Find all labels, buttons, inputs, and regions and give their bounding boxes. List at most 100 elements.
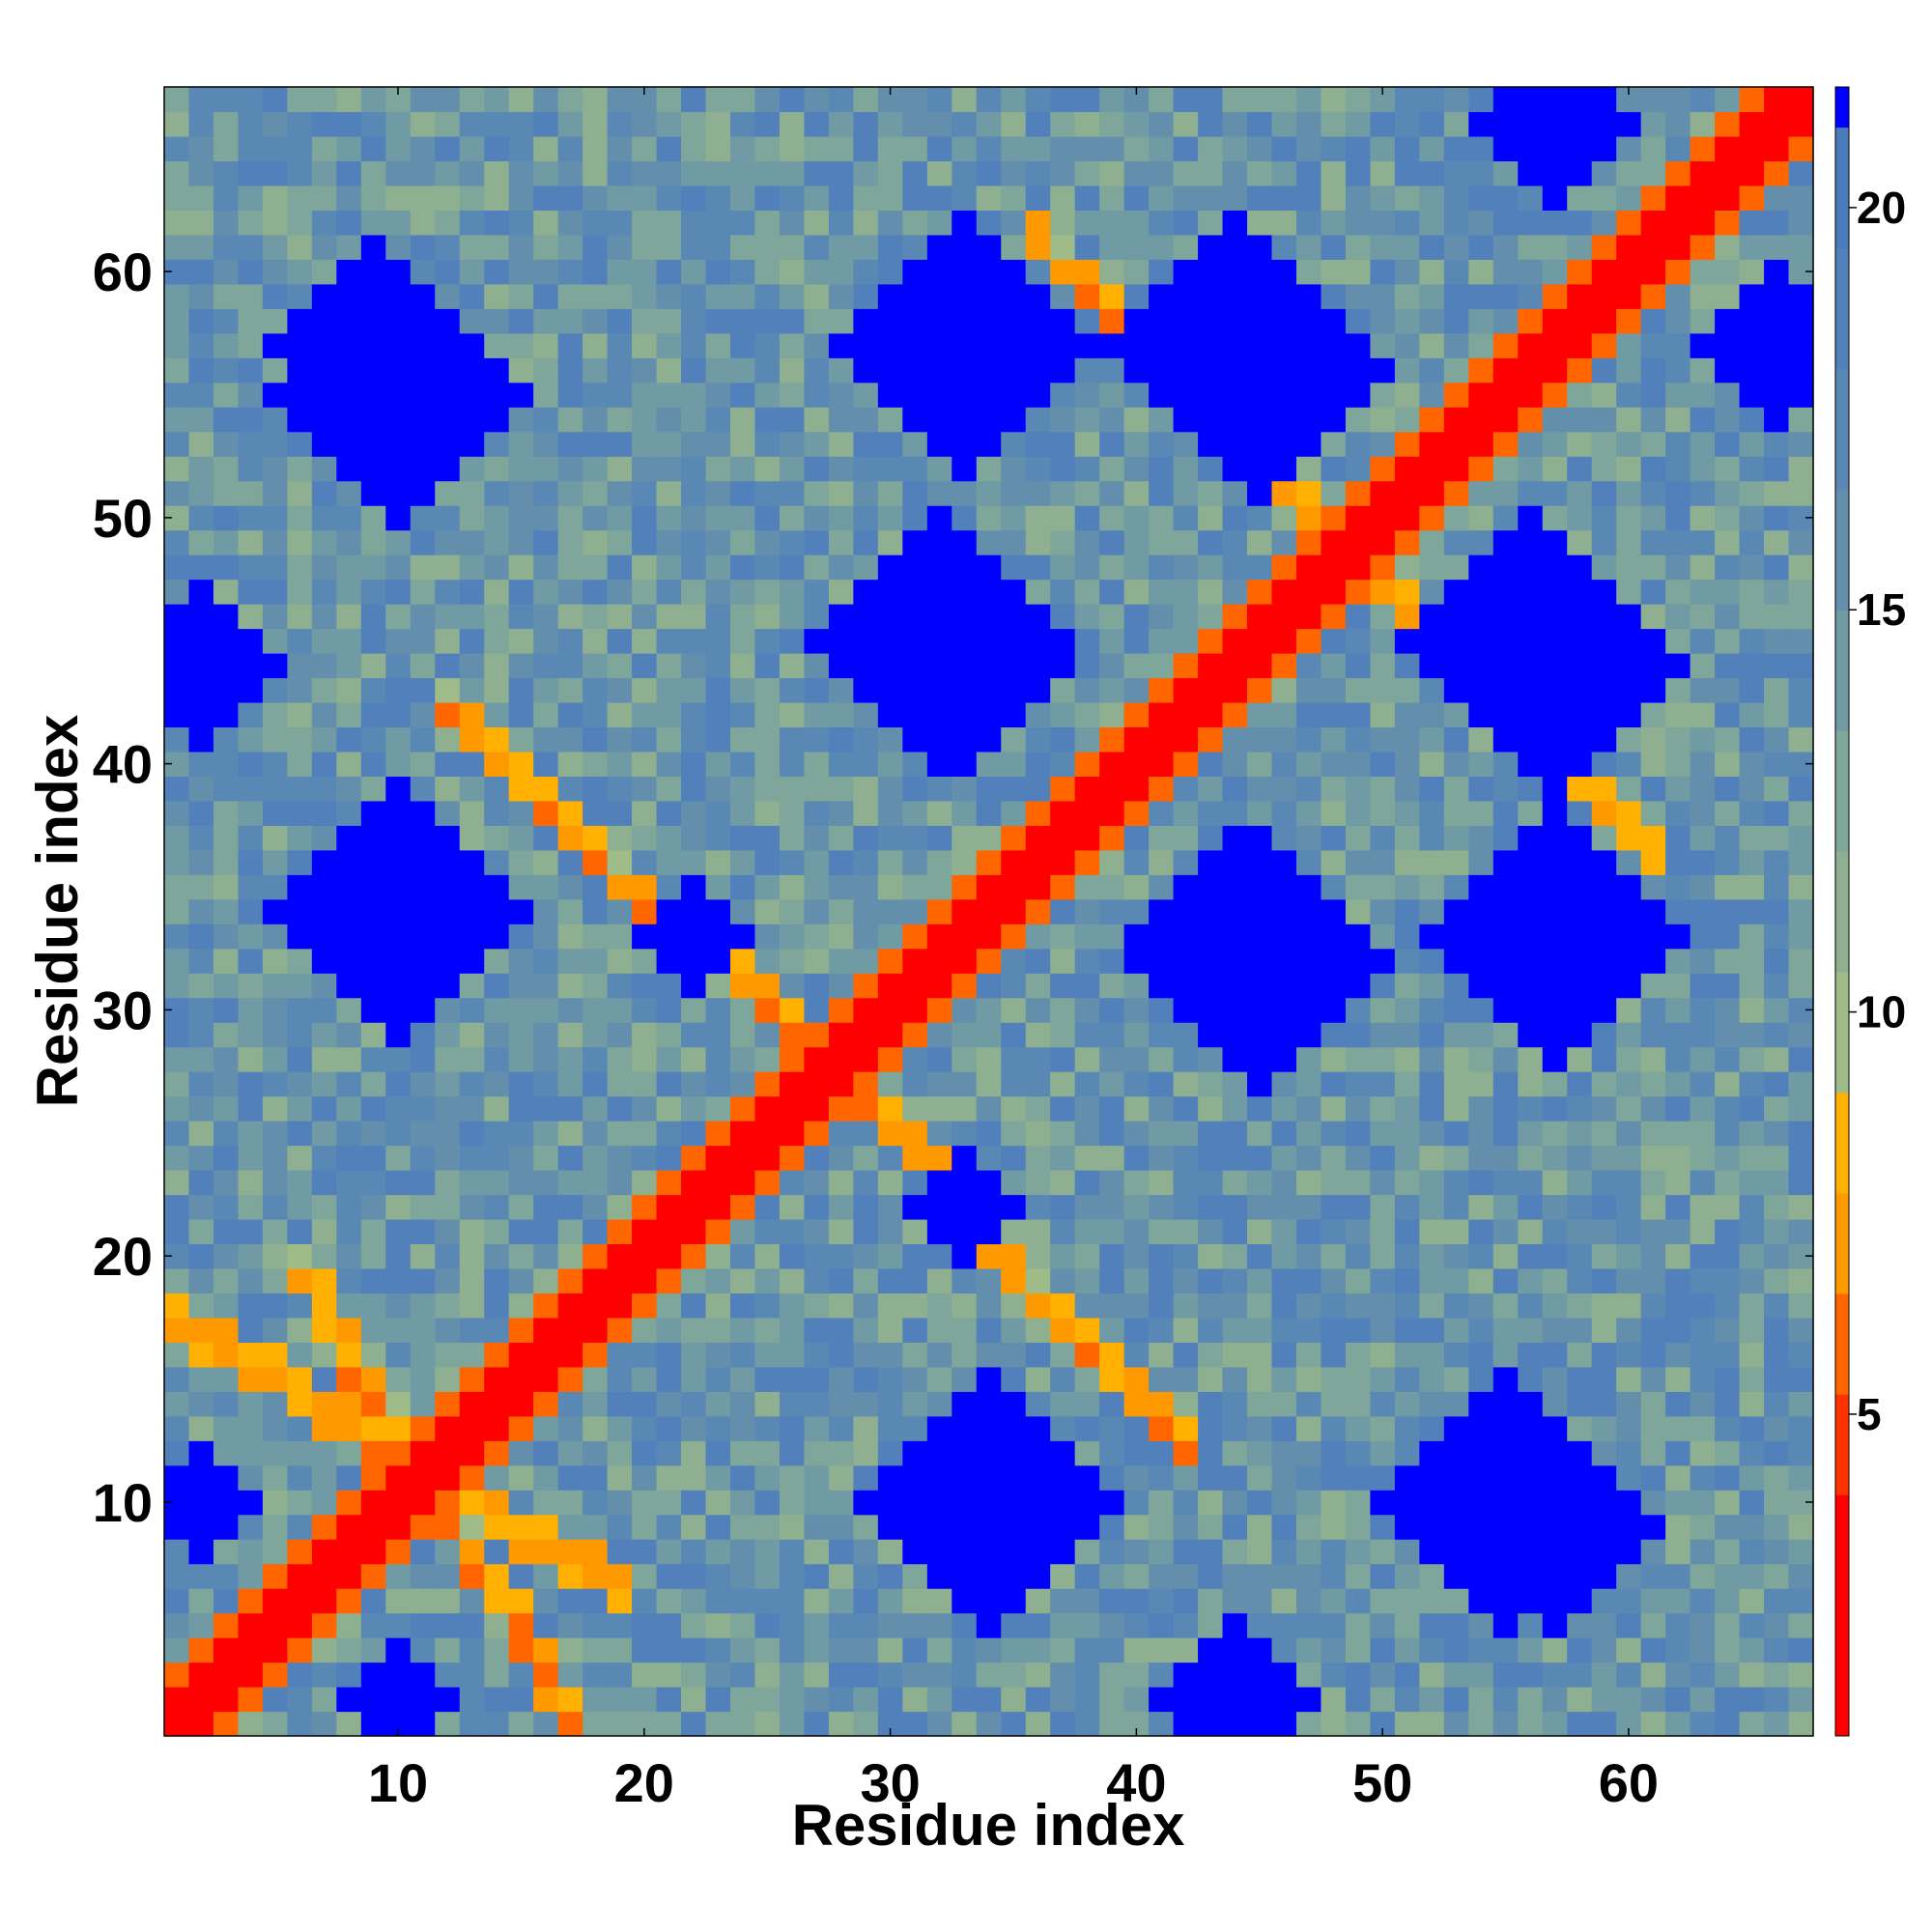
heatmap-cell [681, 480, 707, 506]
heatmap-cell [1001, 1391, 1027, 1417]
heatmap-cell [952, 456, 978, 482]
heatmap-cell [1345, 1267, 1372, 1294]
heatmap-cell [385, 997, 412, 1023]
heatmap-cell [729, 332, 756, 358]
heatmap-cell [1640, 1662, 1666, 1688]
heatmap-cell [1001, 87, 1027, 113]
heatmap-cell [213, 283, 240, 309]
heatmap-cell [976, 1662, 1002, 1688]
heatmap-cell [164, 382, 190, 408]
heatmap-cell [828, 604, 854, 630]
heatmap-cell [533, 480, 559, 506]
heatmap-cell [1492, 973, 1519, 999]
heatmap-cell [1321, 825, 1347, 851]
heatmap-cell [926, 1095, 952, 1122]
heatmap-cell [926, 776, 952, 802]
heatmap-cell [188, 185, 214, 211]
heatmap-cell [1271, 1464, 1297, 1491]
heatmap-cell [1173, 234, 1199, 260]
heatmap-cell [1518, 1218, 1544, 1245]
heatmap-cell [533, 1170, 559, 1196]
heatmap-cell [1616, 1194, 1642, 1220]
heatmap-cell [1394, 1539, 1420, 1565]
heatmap-cell [533, 800, 559, 826]
heatmap-cell [1788, 185, 1814, 211]
heatmap-cell [779, 1170, 806, 1196]
heatmap-cell [1025, 1415, 1051, 1441]
heatmap-cell [779, 456, 806, 482]
heatmap-cell [238, 1637, 264, 1663]
heatmap-cell [976, 1637, 1002, 1663]
heatmap-cell [484, 505, 510, 531]
heatmap-cell [336, 800, 362, 826]
heatmap-cell [435, 1317, 461, 1343]
heatmap-cell [926, 677, 952, 703]
heatmap-cell [1001, 1539, 1027, 1565]
heatmap-cell [656, 1464, 682, 1491]
heatmap-cell [213, 1267, 240, 1294]
heatmap-cell [533, 407, 559, 433]
heatmap-cell [1198, 1046, 1224, 1072]
heatmap-cell [1690, 997, 1716, 1023]
heatmap-cell [1370, 1588, 1396, 1614]
heatmap-cell [1690, 1563, 1716, 1589]
heatmap-cell [779, 529, 806, 555]
heatmap-cell [1468, 357, 1494, 384]
heatmap-cell [607, 701, 633, 728]
heatmap-cell [435, 948, 461, 974]
heatmap-cell [1443, 652, 1469, 679]
heatmap-cell [213, 1711, 240, 1737]
heatmap-cell [213, 1342, 240, 1368]
heatmap-cell [508, 382, 534, 408]
heatmap-cell [188, 1366, 214, 1392]
heatmap-cell [1370, 1194, 1396, 1220]
heatmap-cell [902, 800, 928, 826]
heatmap-cell [188, 1194, 214, 1220]
heatmap-cell [164, 1342, 190, 1368]
heatmap-cell [1345, 87, 1372, 113]
heatmap-cell [1173, 357, 1199, 384]
heatmap-cell [1370, 701, 1396, 728]
heatmap-cell [533, 923, 559, 950]
heatmap-cell [976, 652, 1002, 679]
heatmap-cell [385, 1095, 412, 1122]
heatmap-cell [1443, 874, 1469, 900]
heatmap-cell [582, 1317, 609, 1343]
heatmap-cell [238, 726, 264, 753]
heatmap-cell [459, 948, 485, 974]
heatmap-cell [607, 135, 633, 162]
heatmap-cell [828, 1145, 854, 1171]
heatmap-cell [952, 874, 978, 900]
heatmap-cell [1050, 898, 1076, 924]
heatmap-cell [1025, 1317, 1051, 1343]
heatmap-cell [1715, 1342, 1741, 1368]
heatmap-cell [656, 308, 682, 334]
heatmap-cell [926, 185, 952, 211]
heatmap-cell [1370, 1267, 1396, 1294]
heatmap-cell [435, 1539, 461, 1565]
heatmap-cell [902, 505, 928, 531]
heatmap-cell [1050, 1293, 1076, 1319]
heatmap-cell [1616, 554, 1642, 581]
heatmap-cell [1468, 800, 1494, 826]
heatmap-cell [1419, 677, 1445, 703]
heatmap-cell [1295, 898, 1322, 924]
heatmap-cell [385, 407, 412, 433]
heatmap-cell [1099, 1711, 1125, 1737]
heatmap-cell [804, 1637, 830, 1663]
heatmap-cell [1222, 701, 1248, 728]
heatmap-cell [1050, 1267, 1076, 1294]
heatmap-cell [779, 726, 806, 753]
heatmap-cell [779, 1711, 806, 1737]
heatmap-cell [262, 1490, 288, 1516]
heatmap-cell [1542, 1588, 1568, 1614]
heatmap-cell [926, 825, 952, 851]
heatmap-cell [1025, 87, 1051, 113]
heatmap-cell [1295, 357, 1322, 384]
heatmap-cell [1295, 1464, 1322, 1491]
heatmap-cell [632, 628, 658, 654]
heatmap-cell [1050, 1464, 1076, 1491]
heatmap-cell [952, 997, 978, 1023]
heatmap-cell [484, 579, 510, 605]
heatmap-cell [1074, 677, 1100, 703]
